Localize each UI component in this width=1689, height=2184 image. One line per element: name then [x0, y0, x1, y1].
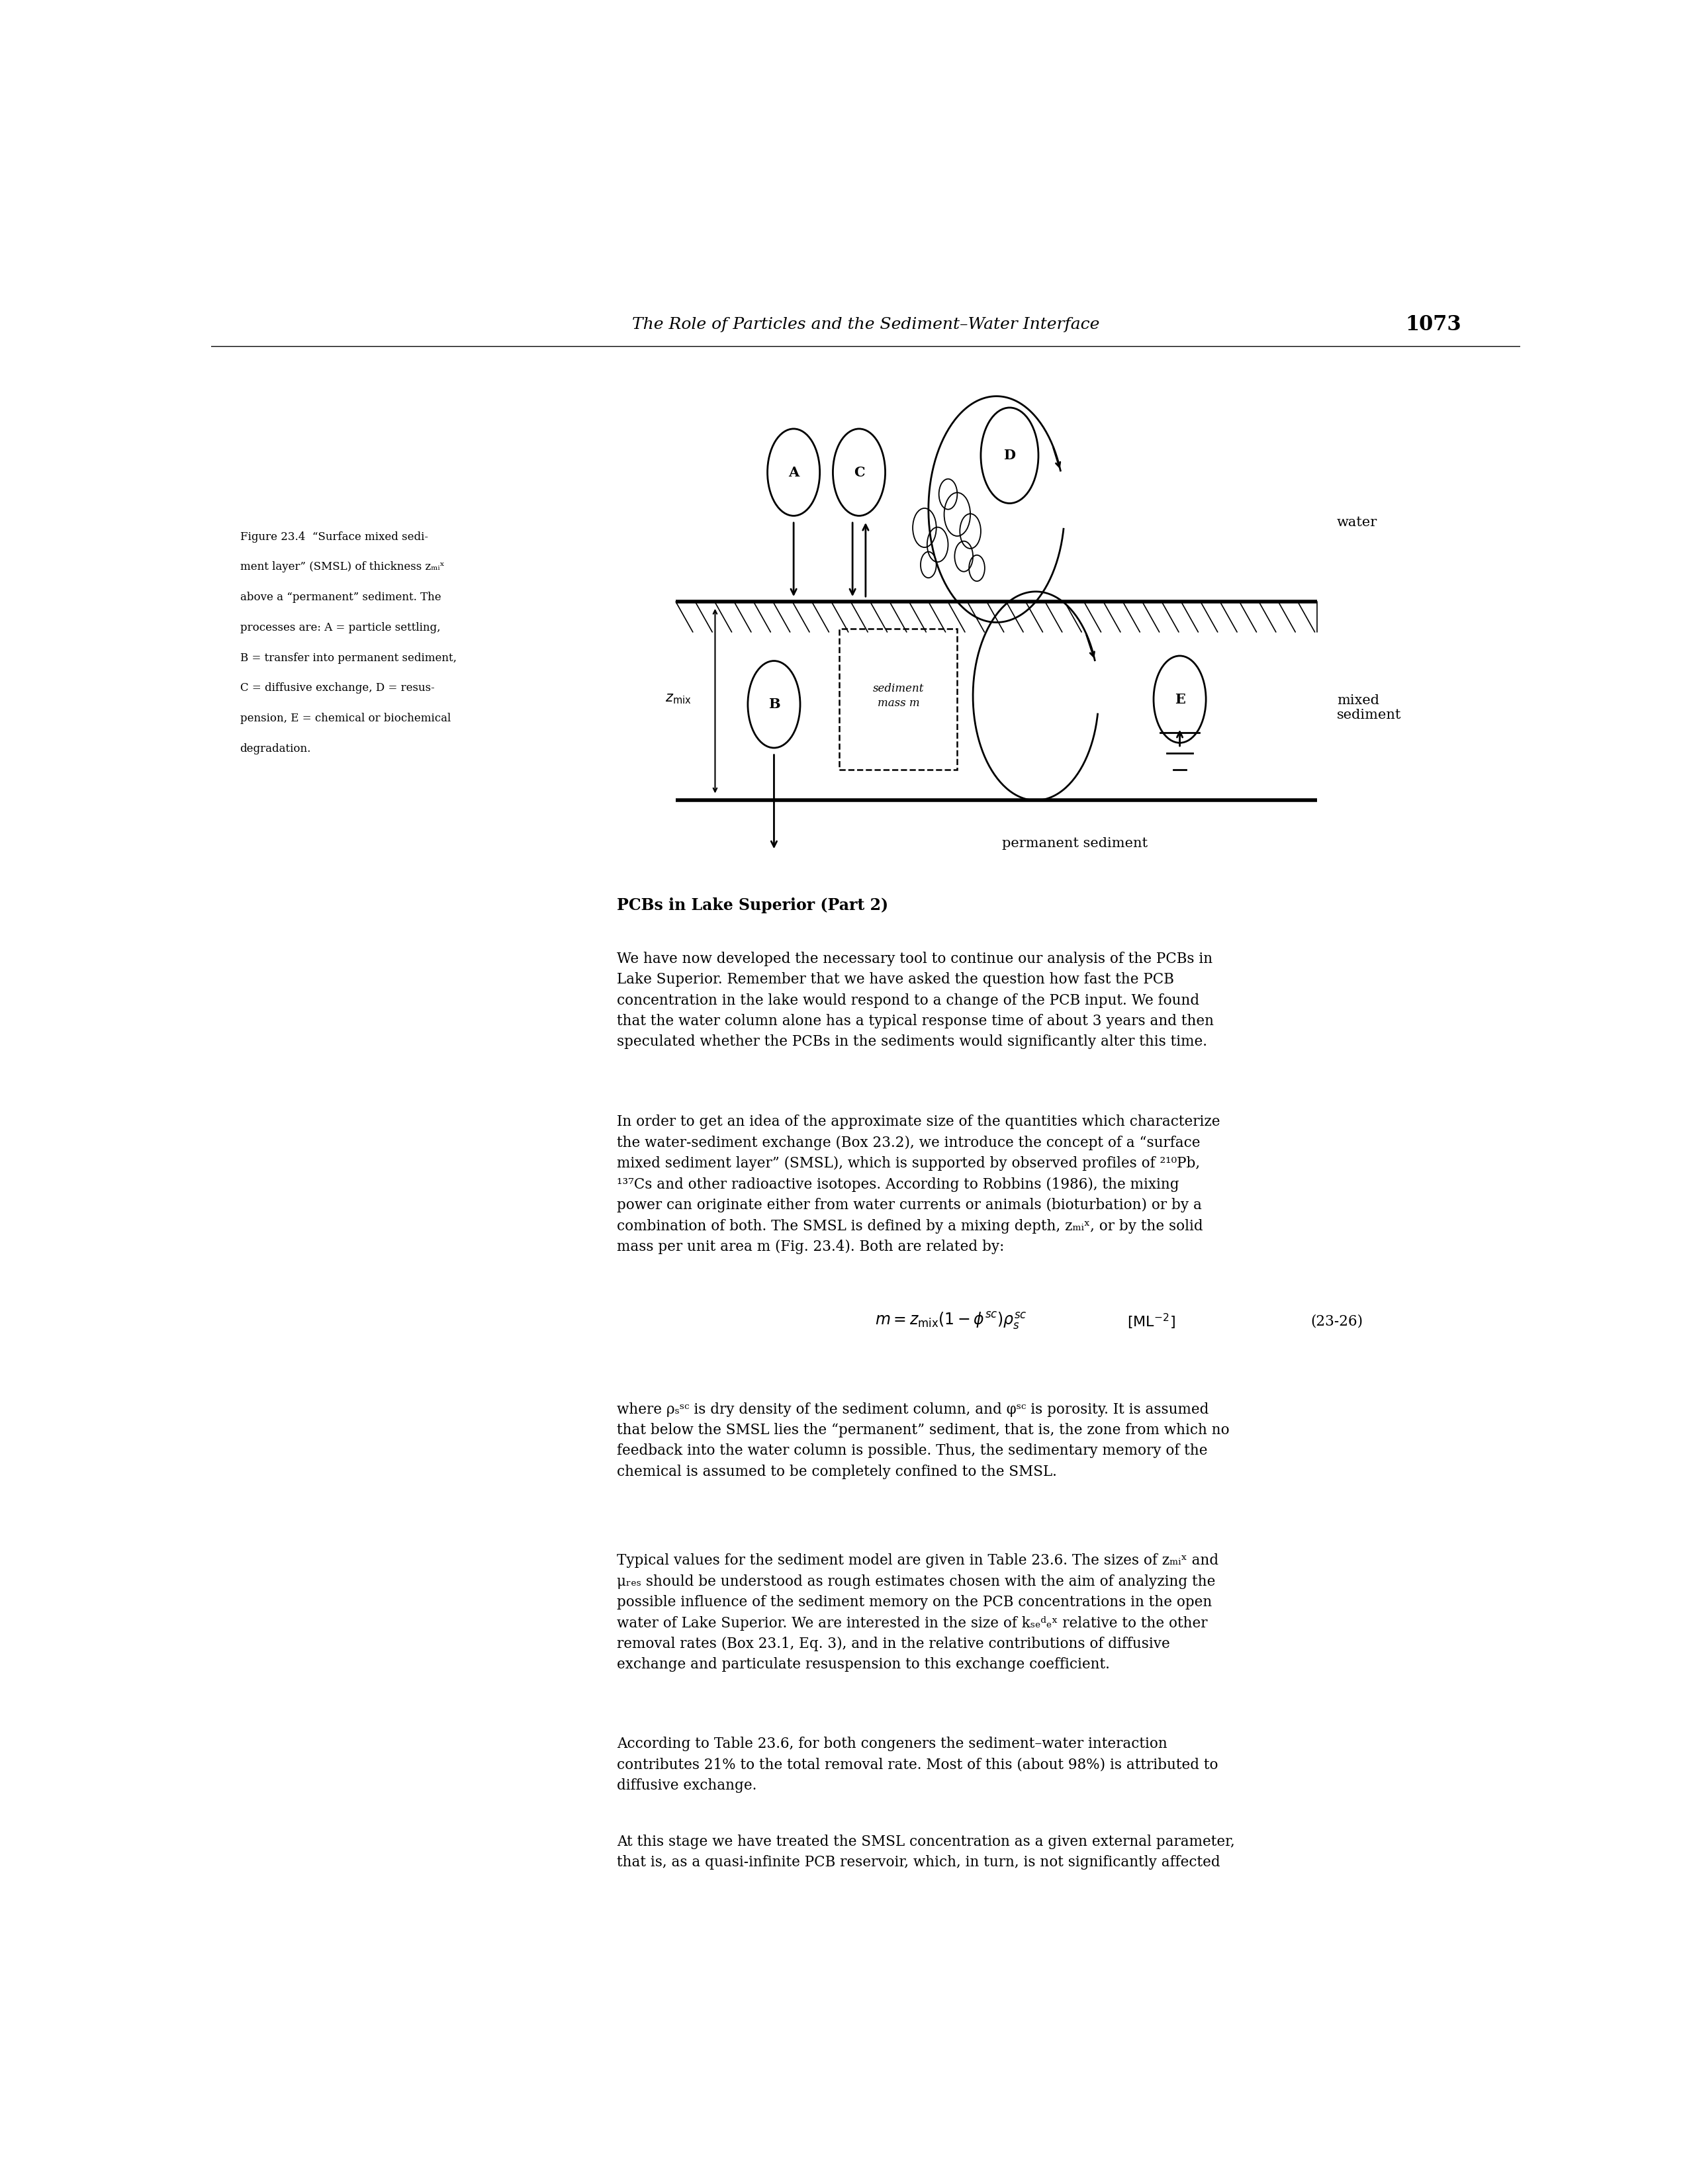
Text: ment layer” (SMSL) of thickness zₘᵢˣ: ment layer” (SMSL) of thickness zₘᵢˣ: [240, 561, 444, 572]
Text: C: C: [853, 465, 865, 478]
Bar: [839, 629, 958, 771]
Text: pension, E = chemical or biochemical: pension, E = chemical or biochemical: [240, 712, 451, 725]
Text: where ρₛˢᶜ is dry density of the sediment column, and φˢᶜ is porosity. It is ass: where ρₛˢᶜ is dry density of the sedimen…: [616, 1402, 1230, 1479]
Text: $z_{\rm mix}$: $z_{\rm mix}$: [665, 692, 691, 705]
Text: 1073: 1073: [1405, 314, 1461, 334]
Text: In order to get an idea of the approximate size of the quantities which characte: In order to get an idea of the approxima…: [616, 1114, 1219, 1254]
Text: D: D: [1003, 450, 1015, 463]
Text: At this stage we have treated the SMSL concentration as a given external paramet: At this stage we have treated the SMSL c…: [616, 1835, 1235, 1870]
Text: water: water: [1338, 515, 1378, 529]
Text: We have now developed the necessary tool to continue our analysis of the PCBs in: We have now developed the necessary tool…: [616, 952, 1214, 1048]
Text: processes are: A = particle settling,: processes are: A = particle settling,: [240, 622, 441, 633]
Text: A: A: [789, 465, 799, 478]
Text: PCBs in Lake Superior (Part 2): PCBs in Lake Superior (Part 2): [616, 898, 888, 913]
Text: sediment
mass m: sediment mass m: [873, 684, 924, 710]
Text: E: E: [1174, 692, 1186, 705]
Text: The Role of Particles and the Sediment–Water Interface: The Role of Particles and the Sediment–W…: [632, 317, 1100, 332]
Text: B: B: [768, 697, 780, 712]
Text: B = transfer into permanent sediment,: B = transfer into permanent sediment,: [240, 653, 456, 664]
Text: degradation.: degradation.: [240, 743, 311, 753]
Text: According to Table 23.6, for both congeners the sediment–water interaction
contr: According to Table 23.6, for both congen…: [616, 1736, 1218, 1793]
Text: $m = z_{\mathrm{mix}}(1 - \phi^{sc})\rho_s^{sc}$: $m = z_{\mathrm{mix}}(1 - \phi^{sc})\rho…: [875, 1310, 1027, 1332]
Text: permanent sediment: permanent sediment: [1002, 836, 1149, 850]
Text: $[\mathrm{ML}^{-2}]$: $[\mathrm{ML}^{-2}]$: [1128, 1313, 1176, 1330]
Text: (23-26): (23-26): [1311, 1315, 1363, 1328]
Text: Typical values for the sediment model are given in Table 23.6. The sizes of zₘᵢˣ: Typical values for the sediment model ar…: [616, 1553, 1218, 1673]
Text: C = diffusive exchange, D = resus-: C = diffusive exchange, D = resus-: [240, 681, 434, 695]
Text: Figure 23.4  “Surface mixed sedi-: Figure 23.4 “Surface mixed sedi-: [240, 531, 427, 542]
Text: above a “permanent” sediment. The: above a “permanent” sediment. The: [240, 592, 441, 603]
Text: mixed
sediment: mixed sediment: [1338, 695, 1402, 721]
